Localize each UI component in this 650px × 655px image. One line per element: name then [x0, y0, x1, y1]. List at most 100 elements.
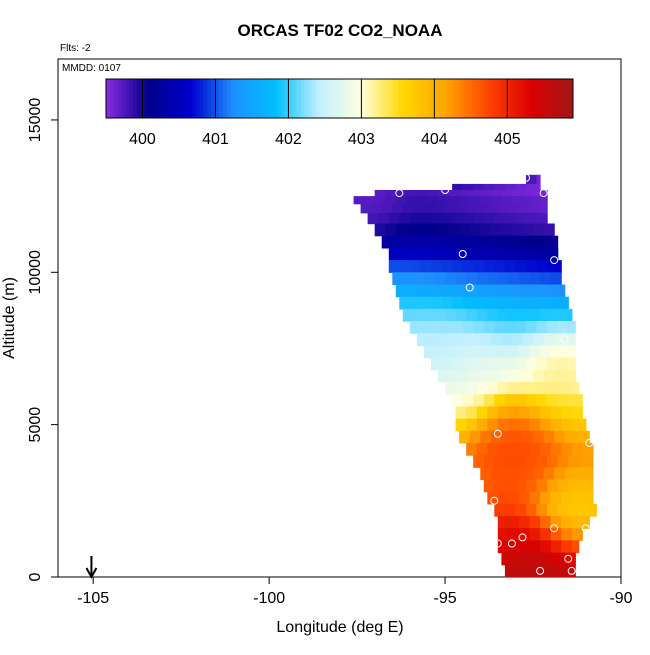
sample-point — [560, 335, 569, 344]
field-cell — [466, 308, 478, 322]
field-cell — [420, 321, 432, 334]
field-cell — [469, 333, 481, 346]
field-cell — [508, 491, 520, 505]
field-cell — [519, 382, 531, 395]
sample-point — [581, 524, 590, 533]
colorbar-segment — [187, 79, 193, 118]
x-axis-label: Longitude (deg E) — [276, 619, 403, 636]
field-cell — [494, 321, 506, 334]
colorbar-segment — [176, 79, 181, 118]
colorbar-segment — [471, 79, 477, 118]
field-cell — [374, 196, 386, 205]
colorbar-segment — [436, 79, 442, 118]
field-cell — [533, 223, 545, 237]
field-cell — [508, 203, 520, 214]
colorbar-frame — [105, 78, 574, 119]
field-cell — [476, 272, 488, 286]
colorbar-segment — [168, 79, 173, 118]
field-cell — [529, 308, 541, 322]
field-cell — [522, 552, 534, 566]
field-cell — [529, 418, 541, 432]
field-cell — [459, 196, 471, 205]
chart-title: ORCAS TF02 CO2_NOAA — [238, 21, 443, 40]
field-cell — [434, 272, 446, 286]
field-cell — [469, 196, 481, 205]
field-cell — [515, 394, 527, 407]
field-cell — [557, 394, 569, 407]
field-cell — [445, 235, 457, 249]
field-cell — [550, 516, 562, 529]
field-cell — [519, 418, 531, 432]
field-cell — [533, 430, 545, 444]
field-cell — [589, 479, 594, 493]
field-cell — [547, 455, 559, 468]
field-cell — [490, 467, 502, 481]
field-cell — [578, 479, 590, 493]
colorbar-segment — [164, 79, 169, 118]
field-cell — [571, 540, 580, 554]
field-cell — [550, 406, 562, 420]
colorbar-segment — [257, 79, 263, 118]
sample-point — [490, 496, 499, 505]
field-cell — [550, 442, 562, 456]
field-cell — [497, 406, 509, 420]
field-cell — [487, 442, 499, 456]
flights-annotation: Flts: -2 — [60, 43, 91, 54]
field-cell — [487, 235, 499, 249]
field-cell — [540, 235, 552, 249]
field-cell — [409, 296, 422, 310]
field-cell — [511, 430, 524, 444]
field-cell — [564, 430, 576, 444]
field-cell — [515, 455, 527, 468]
field-cell — [575, 467, 587, 481]
field-cell — [364, 196, 376, 205]
field-cell — [392, 272, 404, 286]
field-cell — [483, 247, 495, 261]
field-cell — [385, 223, 397, 237]
field-cell — [522, 467, 534, 481]
field-cell — [487, 406, 499, 420]
field-cell — [395, 223, 407, 237]
field-cell — [526, 503, 538, 517]
field-cell — [441, 321, 453, 334]
field-cell — [550, 540, 562, 554]
field-cell — [557, 455, 569, 468]
field-cell — [529, 272, 541, 286]
field-cell — [483, 260, 495, 273]
colorbar-segment — [502, 79, 508, 118]
field-cell — [547, 564, 559, 578]
colorbar-segment — [160, 79, 165, 118]
colorbar-segment — [355, 79, 360, 118]
field-cell — [469, 430, 481, 444]
field-cell — [392, 203, 404, 214]
field-cell — [557, 321, 569, 334]
field-cell — [526, 183, 538, 191]
field-cell — [515, 247, 527, 261]
field-cell — [529, 406, 541, 420]
field-cell — [452, 357, 464, 371]
field-cell — [501, 196, 513, 205]
field-cell — [497, 272, 509, 286]
field-cell — [371, 203, 383, 214]
field-cell — [568, 564, 576, 578]
field-cell — [529, 345, 541, 359]
field-cell — [494, 503, 506, 517]
field-cell — [526, 564, 538, 578]
field-cell — [522, 430, 534, 444]
field-cell — [483, 394, 495, 407]
colorbar-segment — [281, 79, 286, 118]
field-cell — [561, 442, 573, 456]
field-cell — [402, 272, 414, 286]
field-cell — [526, 260, 538, 273]
field-cell — [504, 296, 517, 310]
field-cell — [353, 196, 365, 205]
colorbar-segment — [308, 79, 313, 118]
field-cell — [582, 442, 594, 456]
field-cell — [424, 345, 436, 359]
field-cell — [568, 394, 580, 407]
field-cell — [395, 196, 407, 205]
field-cell — [480, 333, 492, 346]
colorbar-tick-label: 402 — [275, 131, 302, 148]
field-cell — [438, 369, 450, 383]
field-cell — [547, 479, 559, 493]
